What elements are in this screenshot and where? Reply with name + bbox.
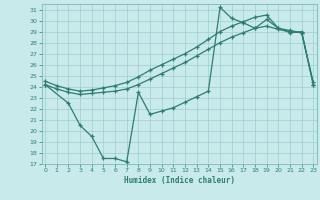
X-axis label: Humidex (Indice chaleur): Humidex (Indice chaleur): [124, 176, 235, 185]
